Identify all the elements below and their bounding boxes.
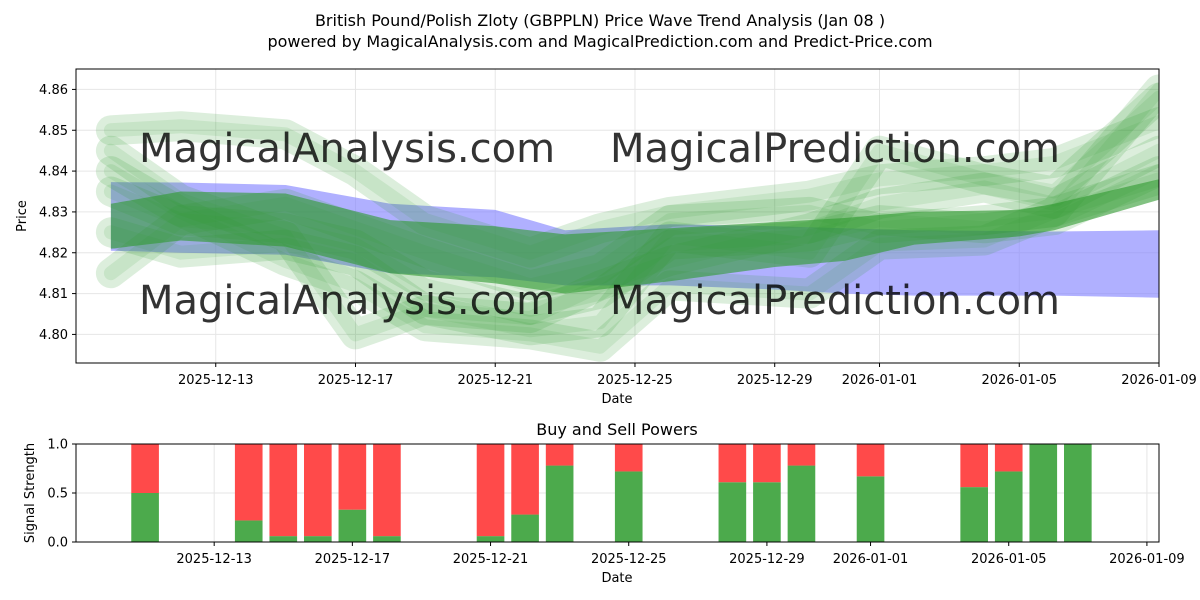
sell-power-bar bbox=[373, 444, 401, 537]
watermark-top-left: MagicalAnalysis.com bbox=[139, 126, 555, 172]
power-chart-title: Buy and Sell Powers bbox=[536, 420, 698, 439]
power-x-tick-label: 2025-12-29 bbox=[729, 552, 805, 567]
wave-path-core bbox=[103, 115, 1159, 260]
buy-power-bar bbox=[234, 520, 263, 542]
power-axes: 0.0 0.5 1.0 2025-12-13 2025-12-17 2025-12-21 2… bbox=[47, 438, 1184, 568]
buy-power-bar bbox=[1064, 444, 1092, 542]
sell-power-bar bbox=[338, 444, 367, 510]
power-y-tick-label: 0.0 bbox=[47, 536, 68, 551]
wave-path bbox=[95, 74, 1159, 362]
sell-power-bar bbox=[269, 444, 298, 537]
buy-power-bar bbox=[304, 536, 332, 542]
buy-power-bar bbox=[856, 476, 885, 542]
watermark-bottom-right: MagicalPrediction.com bbox=[610, 278, 1060, 324]
price-x-label: Date bbox=[601, 392, 632, 407]
chart-title-line2: powered by MagicalAnalysis.com and Magic… bbox=[267, 32, 932, 51]
price-y-tick-label: 4.82 bbox=[39, 246, 68, 261]
sell-power-bar bbox=[614, 444, 643, 472]
sell-power-bar bbox=[960, 444, 988, 488]
sell-power-bar bbox=[545, 444, 574, 466]
power-x-tick-label: 2026-01-05 bbox=[971, 552, 1047, 567]
power-y-tick-label: 1.0 bbox=[47, 438, 68, 453]
power-x-tick-label: 2025-12-13 bbox=[176, 552, 252, 567]
price-x-tick-label: 2025-12-21 bbox=[457, 373, 533, 388]
price-x-tick-label: 2025-12-17 bbox=[318, 373, 394, 388]
price-plot-frame bbox=[75, 68, 1160, 364]
sell-power-bar bbox=[856, 444, 885, 477]
price-bands bbox=[95, 74, 1159, 362]
sell-power-bar bbox=[131, 444, 159, 493]
buy-power-bar bbox=[545, 465, 574, 542]
watermark-bottom-left: MagicalAnalysis.com bbox=[139, 278, 555, 324]
price-x-tick-label: 2025-12-13 bbox=[178, 373, 254, 388]
price-x-tick-label: 2025-12-25 bbox=[597, 373, 673, 388]
power-x-tick-label: 2026-01-01 bbox=[833, 552, 909, 567]
buy-power-bar bbox=[994, 471, 1023, 542]
buy-power-bar bbox=[960, 487, 988, 542]
price-y-tick-label: 4.84 bbox=[39, 165, 68, 180]
price-x-tick-label: 2025-12-29 bbox=[737, 373, 813, 388]
buy-power-bar bbox=[269, 536, 298, 542]
wave-path bbox=[95, 107, 1159, 268]
price-x-tick-label: 2026-01-01 bbox=[842, 373, 918, 388]
buy-power-bar bbox=[338, 509, 367, 542]
price-x-tick-label: 2026-01-09 bbox=[1121, 373, 1197, 388]
sell-power-bar bbox=[994, 444, 1023, 472]
power-x-tick-label: 2026-01-09 bbox=[1109, 552, 1185, 567]
power-x-tick-label: 2025-12-25 bbox=[591, 552, 667, 567]
price-y-tick-label: 4.85 bbox=[39, 124, 68, 139]
power-x-label: Date bbox=[601, 571, 632, 586]
buy-power-bar bbox=[476, 536, 505, 542]
sell-power-bar bbox=[234, 444, 263, 521]
sell-power-bar bbox=[718, 444, 747, 483]
power-bars bbox=[131, 444, 1092, 542]
sell-power-bar bbox=[476, 444, 505, 537]
green-trend-band bbox=[110, 179, 1159, 294]
power-y-label: Signal Strength bbox=[23, 443, 38, 543]
buy-power-bar bbox=[787, 465, 816, 542]
price-y-tick-label: 4.86 bbox=[39, 83, 68, 98]
price-y-tick-label: 4.83 bbox=[39, 205, 68, 220]
chart-title-line1: British Pound/Polish Zloty (GBPPLN) Pric… bbox=[315, 11, 885, 30]
buy-power-bar bbox=[373, 536, 401, 542]
buy-power-bar bbox=[511, 514, 539, 542]
buy-power-bar bbox=[1029, 444, 1058, 542]
price-y-tick-label: 4.81 bbox=[39, 287, 68, 302]
power-x-tick-label: 2025-12-17 bbox=[315, 552, 391, 567]
buy-power-bar bbox=[718, 482, 747, 542]
buy-power-bar bbox=[753, 482, 781, 542]
buy-power-bar bbox=[614, 471, 643, 542]
wave-path-core bbox=[103, 82, 1159, 354]
sell-power-bar bbox=[753, 444, 781, 483]
price-axes: 4.80 4.81 4.82 4.83 4.84 4.85 4.86 2025-12-13 20… bbox=[39, 83, 1197, 388]
price-y-tick-label: 4.80 bbox=[39, 328, 68, 343]
power-y-tick-label: 0.5 bbox=[47, 487, 68, 502]
price-y-label: Price bbox=[15, 200, 30, 232]
power-x-tick-label: 2025-12-21 bbox=[453, 552, 529, 567]
sell-power-bar bbox=[787, 444, 816, 466]
watermark-top-right: MagicalPrediction.com bbox=[610, 126, 1060, 172]
sell-power-bar bbox=[511, 444, 539, 515]
buy-power-bar bbox=[131, 493, 159, 542]
price-x-tick-label: 2026-01-05 bbox=[981, 373, 1057, 388]
sell-power-bar bbox=[304, 444, 332, 537]
